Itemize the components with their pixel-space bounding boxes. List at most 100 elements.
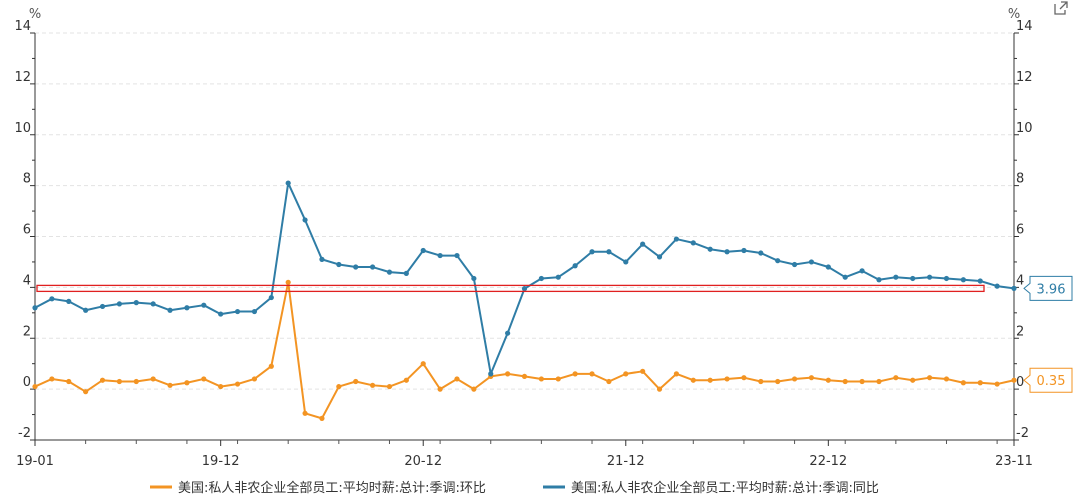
data-point (403, 377, 409, 383)
data-point (910, 377, 916, 383)
legend[interactable]: 美国:私人非农企业全部员工:平均时薪:总计:季调:环比 美国:私人非农企业全部员工… (150, 480, 879, 496)
data-point (640, 241, 646, 247)
data-point (201, 376, 207, 382)
data-point (403, 270, 409, 276)
data-point (133, 378, 139, 385)
data-point (521, 373, 528, 380)
data-point (116, 301, 122, 307)
data-point (640, 368, 646, 374)
data-point (505, 371, 511, 377)
data-point (724, 249, 730, 255)
data-point (471, 386, 477, 392)
x-tick-label: 20-12 (404, 454, 442, 469)
left-y-tick-label: 6 (23, 223, 31, 238)
callout-value: 3.96 (1037, 282, 1066, 297)
data-point (167, 307, 173, 313)
legend-item-2[interactable]: 美国:私人非农企业全部员工:平均时薪:总计:季调:同比 (543, 480, 879, 496)
data-point (150, 301, 156, 307)
data-point (234, 308, 241, 315)
data-point (83, 389, 89, 395)
right-y-tick-label: 6 (1016, 223, 1024, 238)
data-point (859, 378, 865, 385)
x-tick-label: 19-12 (202, 454, 240, 469)
data-point (589, 249, 595, 255)
data-point (808, 259, 815, 265)
series-1 (32, 279, 1017, 421)
data-point (707, 377, 713, 383)
value-callouts: 0.35 3.96 (1023, 275, 1073, 393)
data-point (960, 277, 966, 283)
data-point (420, 361, 426, 367)
data-point (32, 383, 38, 390)
data-point (319, 256, 325, 262)
data-point (707, 246, 713, 252)
data-point (49, 376, 55, 382)
series-line (34, 182, 1015, 375)
x-tick-label: 23-11 (995, 454, 1033, 469)
data-point (285, 279, 291, 285)
right-y-tick-label: 10 (1016, 121, 1033, 136)
left-y-tick-label: 10 (14, 121, 31, 136)
data-point (268, 294, 274, 301)
callout-box (1023, 367, 1073, 393)
left-y-tick-label: 0 (23, 375, 31, 390)
data-point (538, 376, 544, 382)
data-point (386, 269, 393, 275)
data-point (606, 249, 612, 255)
data-point (656, 386, 663, 392)
data-point (471, 275, 477, 282)
data-point (758, 250, 764, 256)
data-point (876, 277, 882, 283)
data-point (673, 236, 680, 242)
left-y-tick-label: 2 (23, 324, 31, 339)
data-point (927, 375, 933, 381)
data-point (302, 410, 308, 416)
data-point (876, 378, 882, 385)
data-point (218, 383, 224, 390)
right-y-tick-label: 4 (1016, 273, 1024, 288)
data-point (99, 303, 106, 310)
data-point (690, 377, 696, 383)
legend-label: 美国:私人非农企业全部员工:平均时薪:总计:季调:环比 (178, 480, 486, 496)
highlight-box (36, 284, 985, 293)
data-point (825, 377, 831, 383)
highlight-rect (36, 284, 985, 293)
data-point (133, 300, 139, 306)
data-point (420, 247, 426, 254)
data-point (437, 386, 443, 392)
data-point (369, 264, 376, 270)
data-point (893, 375, 899, 381)
data-point (386, 383, 393, 390)
data-point (572, 263, 578, 269)
data-point (1011, 285, 1017, 291)
data-point (977, 380, 983, 386)
data-point (201, 302, 207, 308)
data-point (302, 217, 308, 223)
data-point (505, 330, 511, 336)
right-axis-unit: % (1008, 7, 1020, 22)
data-point (673, 371, 680, 377)
data-point (454, 252, 460, 259)
data-point (572, 371, 578, 377)
data-point (251, 308, 258, 315)
right-y-tick-label: 14 (1016, 19, 1033, 34)
expand-icon[interactable] (1054, 1, 1068, 15)
data-point (690, 240, 696, 246)
right-y-tick-label: -2 (1016, 426, 1029, 441)
data-point (521, 286, 528, 292)
data-point (66, 378, 72, 385)
left-axis-unit: % (29, 7, 41, 22)
data-point (32, 305, 38, 311)
data-point (218, 311, 224, 317)
data-point (150, 376, 156, 382)
data-point (268, 363, 274, 369)
data-point (319, 415, 325, 421)
right-y-tick-label: 2 (1016, 324, 1024, 339)
data-point (808, 375, 815, 381)
data-point (842, 274, 848, 280)
last-value-callout-2: 3.96 (1023, 275, 1073, 301)
legend-item-1[interactable]: 美国:私人非农企业全部员工:平均时薪:总计:季调:环比 (150, 480, 486, 496)
data-point (336, 261, 342, 268)
